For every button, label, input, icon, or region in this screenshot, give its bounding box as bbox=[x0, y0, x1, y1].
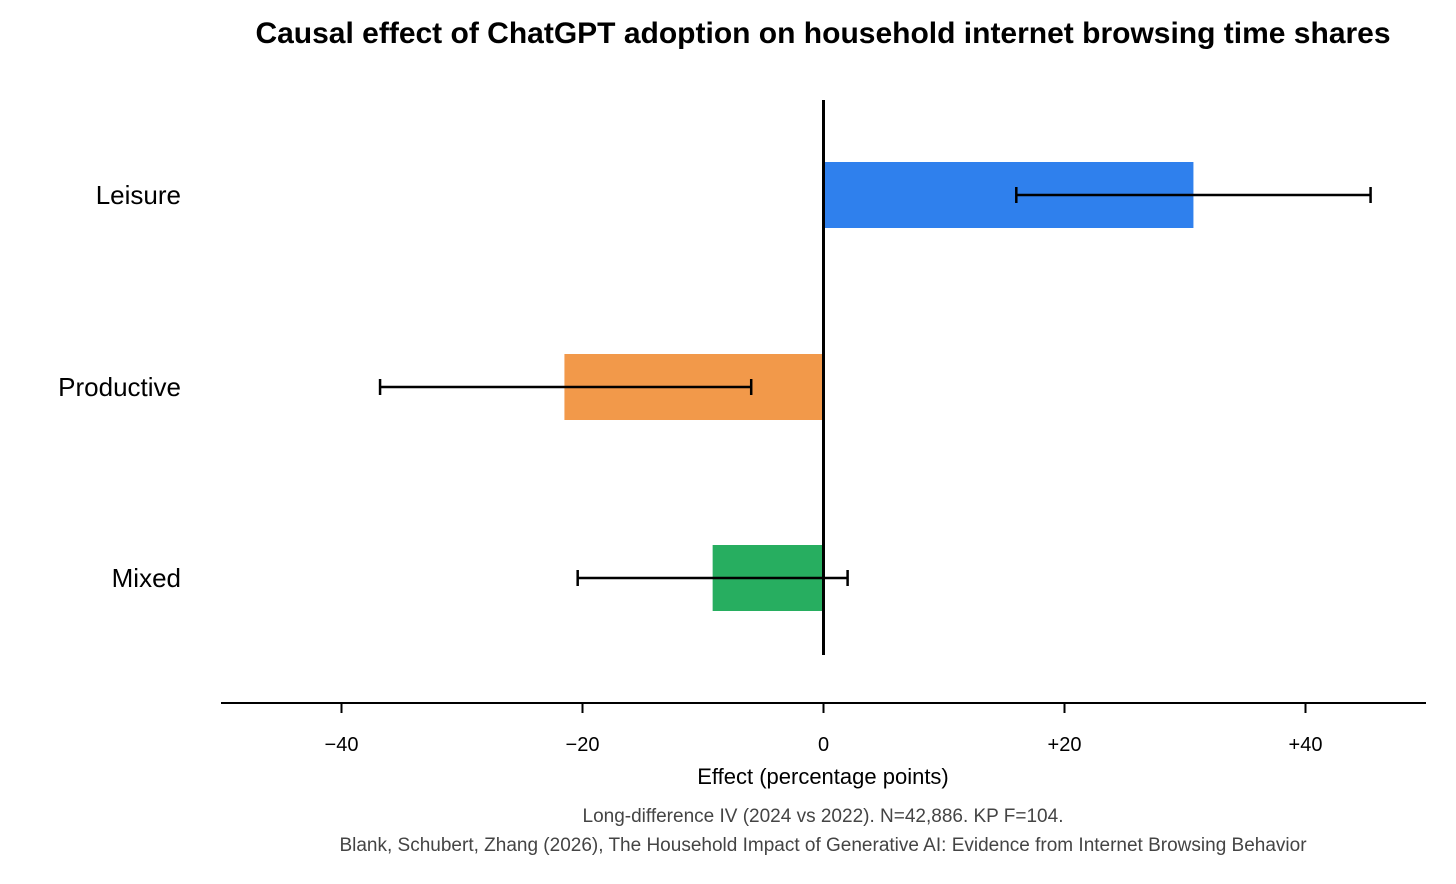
footnote-citation: Blank, Schubert, Zhang (2026), The House… bbox=[339, 835, 1307, 856]
x-tick-label: +40 bbox=[1289, 734, 1323, 756]
category-label-productive: Productive bbox=[58, 372, 181, 402]
category-labels: Leisure Productive Mixed bbox=[58, 180, 181, 593]
x-axis-label: Effect (percentage points) bbox=[697, 764, 949, 789]
category-label-leisure: Leisure bbox=[96, 180, 181, 210]
chart-title: Causal effect of ChatGPT adoption on hou… bbox=[255, 17, 1390, 50]
x-tick-label: +20 bbox=[1048, 734, 1082, 756]
x-tick-label: 0 bbox=[818, 734, 829, 756]
x-tick-label: −20 bbox=[566, 734, 600, 756]
x-tick-label: −40 bbox=[325, 734, 359, 756]
error-bars-layer bbox=[378, 187, 1372, 586]
footnote-method: Long-difference IV (2024 vs 2022). N=42,… bbox=[583, 806, 1064, 827]
category-label-mixed: Mixed bbox=[112, 563, 181, 593]
x-axis: −40 −20 0 +20 +40 bbox=[221, 702, 1426, 756]
